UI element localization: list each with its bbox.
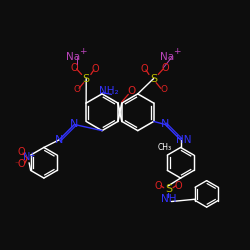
- Text: O: O: [127, 86, 136, 96]
- Text: S: S: [83, 74, 90, 84]
- Text: ⁻: ⁻: [14, 160, 18, 168]
- Text: S: S: [165, 184, 172, 194]
- Text: O: O: [71, 63, 78, 73]
- Text: O: O: [17, 159, 25, 169]
- Text: O: O: [161, 63, 169, 73]
- Text: HN: HN: [176, 135, 192, 145]
- Text: S: S: [150, 74, 157, 84]
- Text: Na: Na: [160, 52, 174, 62]
- Text: O: O: [73, 85, 80, 94]
- Text: O: O: [174, 181, 182, 191]
- Text: +: +: [28, 150, 34, 160]
- Text: NH: NH: [160, 194, 176, 204]
- Text: N: N: [70, 120, 79, 130]
- Text: N: N: [23, 152, 31, 162]
- Text: N: N: [55, 135, 63, 145]
- Text: O: O: [17, 147, 25, 157]
- Text: +: +: [173, 47, 180, 56]
- Text: CH₃: CH₃: [157, 144, 171, 152]
- Text: O: O: [141, 64, 148, 74]
- Text: +: +: [79, 47, 86, 56]
- Text: O: O: [91, 64, 99, 74]
- Text: O: O: [160, 85, 167, 94]
- Text: N: N: [161, 120, 170, 130]
- Text: Na: Na: [66, 52, 80, 62]
- Text: NH₂: NH₂: [98, 86, 118, 96]
- Text: O: O: [155, 181, 162, 191]
